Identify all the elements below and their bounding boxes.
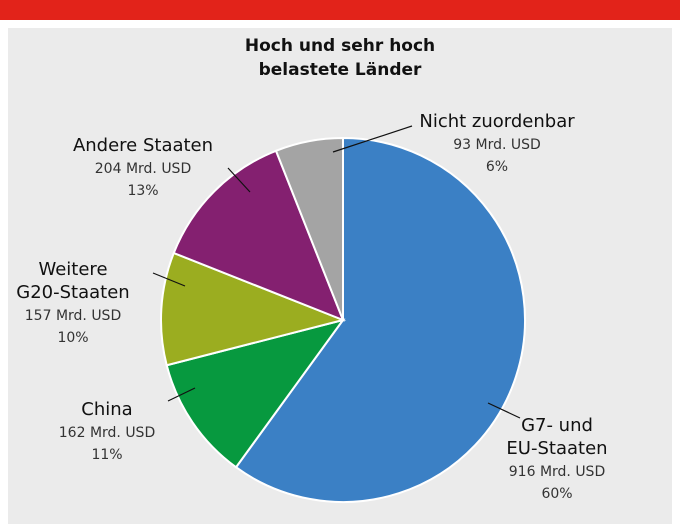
amount-label: 162 Mrd. USD <box>59 425 155 441</box>
percent-label: 11% <box>91 447 122 463</box>
slice <box>172 149 345 322</box>
leader-line <box>227 167 251 193</box>
amount-label: 157 Mrd. USD <box>25 308 121 324</box>
amount-label: 204 Mrd. USD <box>95 161 191 177</box>
category-label: EU-Staaten <box>506 438 607 459</box>
amount-label: 916 Mrd. USD <box>509 464 605 480</box>
leader-line <box>167 387 196 402</box>
percent-label: 60% <box>541 486 572 502</box>
category-label: G20-Staaten <box>16 282 129 303</box>
leader-line <box>487 402 521 419</box>
category-label: China <box>81 399 132 420</box>
slice <box>234 136 526 503</box>
leader-line <box>152 272 186 287</box>
slice <box>274 136 344 321</box>
percent-label: 13% <box>127 183 158 199</box>
percent-label: 6% <box>486 159 508 175</box>
category-label: G7- und <box>521 415 593 436</box>
leader-line <box>332 125 413 153</box>
percent-label: 10% <box>57 330 88 346</box>
header-band <box>0 0 680 20</box>
chart-title: Hoch und sehr hoch <box>245 36 435 56</box>
slice <box>165 318 346 469</box>
category-label: Nicht zuordenbar <box>419 111 575 132</box>
chart-title: belastete Länder <box>259 60 422 80</box>
slice <box>160 251 347 367</box>
amount-label: 93 Mrd. USD <box>453 137 541 153</box>
category-label: Weitere <box>38 259 107 280</box>
category-label: Andere Staaten <box>73 135 213 156</box>
slices <box>160 136 526 503</box>
